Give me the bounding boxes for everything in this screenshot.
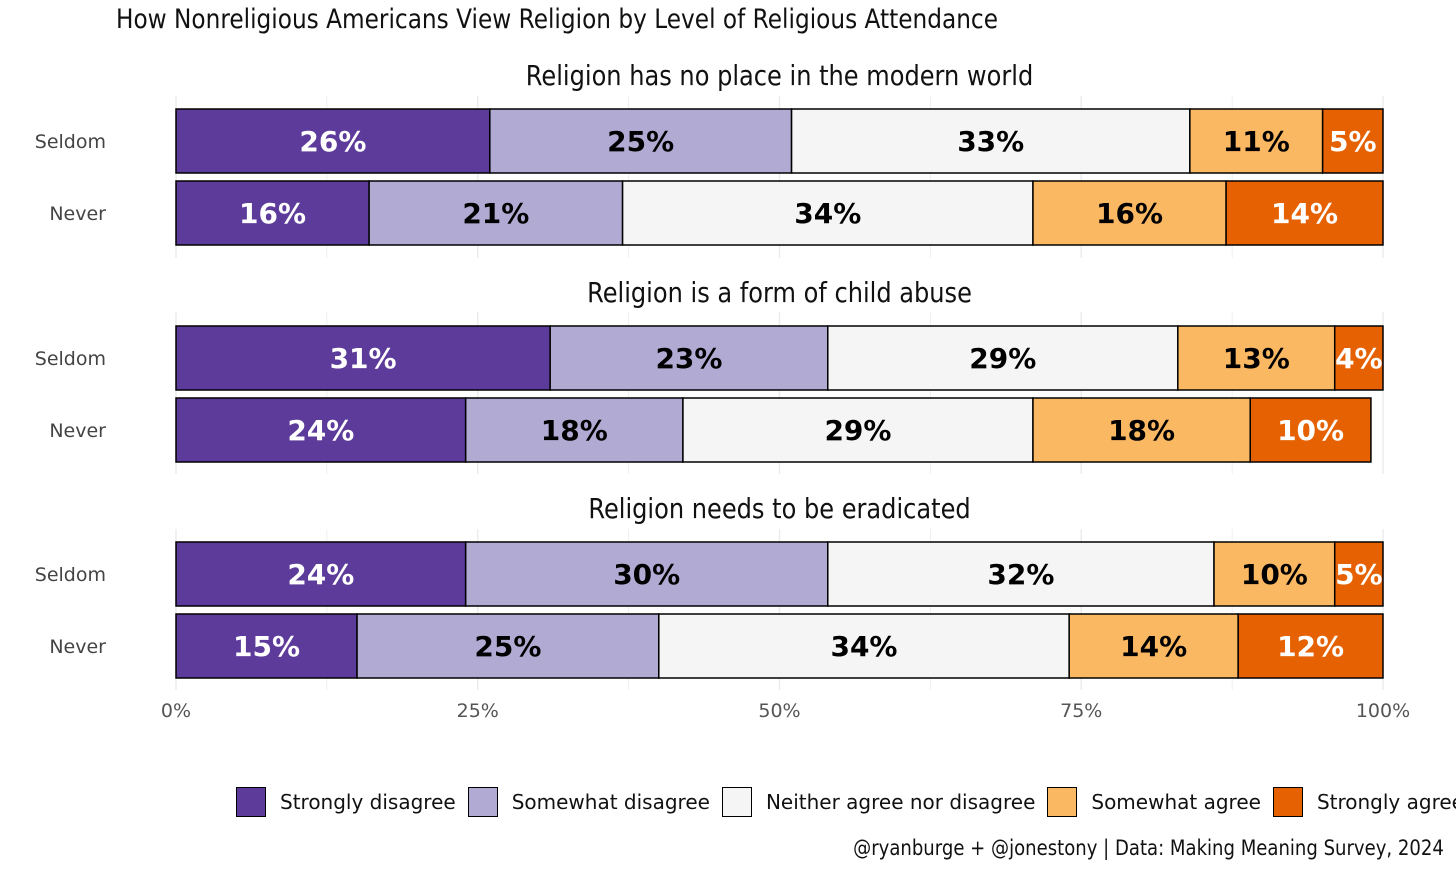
data-label: 11%	[1223, 125, 1290, 158]
legend-swatch	[236, 787, 266, 817]
panel-title: Religion needs to be eradicated	[588, 493, 970, 525]
data-label: 5%	[1335, 558, 1383, 591]
data-label: 4%	[1335, 342, 1383, 375]
data-label: 25%	[474, 630, 541, 663]
bar-segment	[1032, 397, 1251, 463]
data-label: 33%	[957, 125, 1024, 158]
data-label: 29%	[824, 414, 891, 447]
chart-title: How Nonreligious Americans View Religion…	[116, 4, 998, 35]
data-label: 14%	[1271, 197, 1338, 230]
data-label: 10%	[1241, 558, 1308, 591]
bar-segment	[1333, 325, 1384, 391]
data-label: 32%	[987, 558, 1054, 591]
legend-item-somewhat-agree: Somewhat agree	[1047, 787, 1261, 817]
bar-segment	[549, 325, 829, 391]
data-label: 29%	[969, 342, 1036, 375]
data-label: 10%	[1277, 414, 1344, 447]
bar-segment	[1068, 613, 1239, 679]
bar-segment	[1213, 541, 1336, 607]
legend-swatch	[467, 787, 498, 817]
legend-label: Somewhat disagree	[511, 790, 710, 814]
x-tick-label: 50%	[758, 700, 800, 722]
bar-segment	[464, 541, 829, 607]
panel-title: Religion has no place in the modern worl…	[526, 60, 1033, 92]
row-label: Seldom	[35, 564, 106, 586]
x-tick-label: 25%	[457, 700, 499, 722]
data-label: 15%	[233, 630, 300, 663]
row-label: Never	[49, 420, 106, 442]
panel-title: Religion is a form of child abuse	[587, 277, 972, 309]
legend-label: Neither agree nor disagree	[765, 790, 1036, 814]
data-label: 5%	[1329, 125, 1377, 158]
bar-segment	[175, 541, 467, 607]
data-label: 25%	[607, 125, 674, 158]
data-label: 30%	[613, 558, 680, 591]
data-label: 23%	[655, 342, 722, 375]
data-label: 21%	[462, 197, 529, 230]
row-label: Seldom	[35, 131, 106, 153]
caption: @ryanburge + @jonestony | Data: Making M…	[853, 836, 1444, 860]
bar-segment	[1189, 108, 1324, 174]
data-label: 13%	[1223, 342, 1290, 375]
data-label: 16%	[239, 197, 306, 230]
data-label: 18%	[541, 414, 608, 447]
bar-segment	[1177, 325, 1336, 391]
bar-segment	[175, 180, 370, 246]
data-label: 24%	[287, 414, 354, 447]
bar-segment	[1225, 180, 1384, 246]
data-label: 34%	[830, 630, 897, 663]
legend-item-somewhat-disagree: Somewhat disagree	[467, 787, 710, 817]
row-label: Never	[49, 636, 106, 658]
legend-label: Strongly disagree	[280, 790, 456, 814]
bar-segment	[175, 397, 467, 463]
bar-segment	[790, 108, 1191, 174]
bar-segment	[827, 325, 1179, 391]
bar-segment	[658, 613, 1070, 679]
bar-segment	[621, 180, 1034, 246]
data-label: 14%	[1120, 630, 1187, 663]
row-label: Seldom	[35, 348, 106, 370]
x-tick-label: 75%	[1060, 700, 1102, 722]
bar-segment	[175, 613, 358, 679]
data-label: 24%	[287, 558, 354, 591]
data-label: 18%	[1108, 414, 1175, 447]
legend-label: Strongly agree	[1316, 790, 1456, 814]
legend-item-neither: Neither agree nor disagree	[721, 787, 1036, 817]
legend-swatch	[1272, 787, 1303, 817]
bar-segment	[827, 541, 1215, 607]
legend: Strongly disagree Somewhat disagree Neit…	[236, 784, 1456, 820]
data-label: 16%	[1096, 197, 1163, 230]
legend-item-strongly-disagree: Strongly disagree	[236, 787, 456, 817]
bar-segment	[1237, 613, 1384, 679]
bar-segment	[368, 180, 624, 246]
legend-swatch	[1047, 787, 1078, 817]
data-label: 26%	[299, 125, 366, 158]
row-label: Never	[49, 203, 106, 225]
bar-segment	[1321, 108, 1384, 174]
bar-segment	[1333, 541, 1384, 607]
bar-segment	[682, 397, 1034, 463]
data-label: 12%	[1277, 630, 1344, 663]
legend-label: Somewhat agree	[1091, 790, 1261, 814]
x-tick-label: 0%	[161, 700, 191, 722]
data-label: 34%	[794, 197, 861, 230]
x-tick-label: 100%	[1356, 700, 1410, 722]
legend-item-strongly-agree: Strongly agree	[1272, 787, 1456, 817]
legend-swatch	[721, 787, 752, 817]
data-label: 31%	[330, 342, 397, 375]
bar-segment	[1249, 397, 1372, 463]
